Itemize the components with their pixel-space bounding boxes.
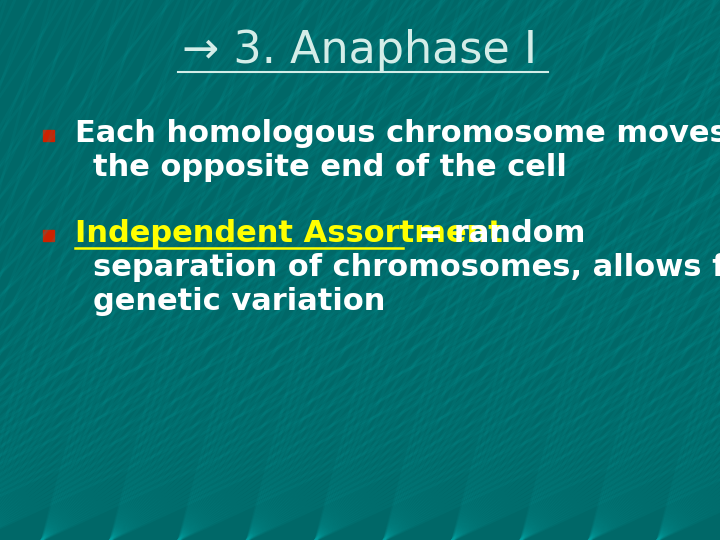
Bar bbox=[42, 130, 53, 140]
Bar bbox=[42, 230, 53, 240]
Text: separation of chromosomes, allows for: separation of chromosomes, allows for bbox=[93, 253, 720, 281]
Text: = random: = random bbox=[407, 219, 585, 247]
Text: genetic variation: genetic variation bbox=[93, 287, 385, 315]
Text: Independent Assortment: Independent Assortment bbox=[75, 219, 503, 247]
Text: Each homologous chromosome moves to: Each homologous chromosome moves to bbox=[75, 118, 720, 147]
Text: the opposite end of the cell: the opposite end of the cell bbox=[93, 152, 567, 181]
Text: → 3. Anaphase I: → 3. Anaphase I bbox=[182, 29, 538, 71]
